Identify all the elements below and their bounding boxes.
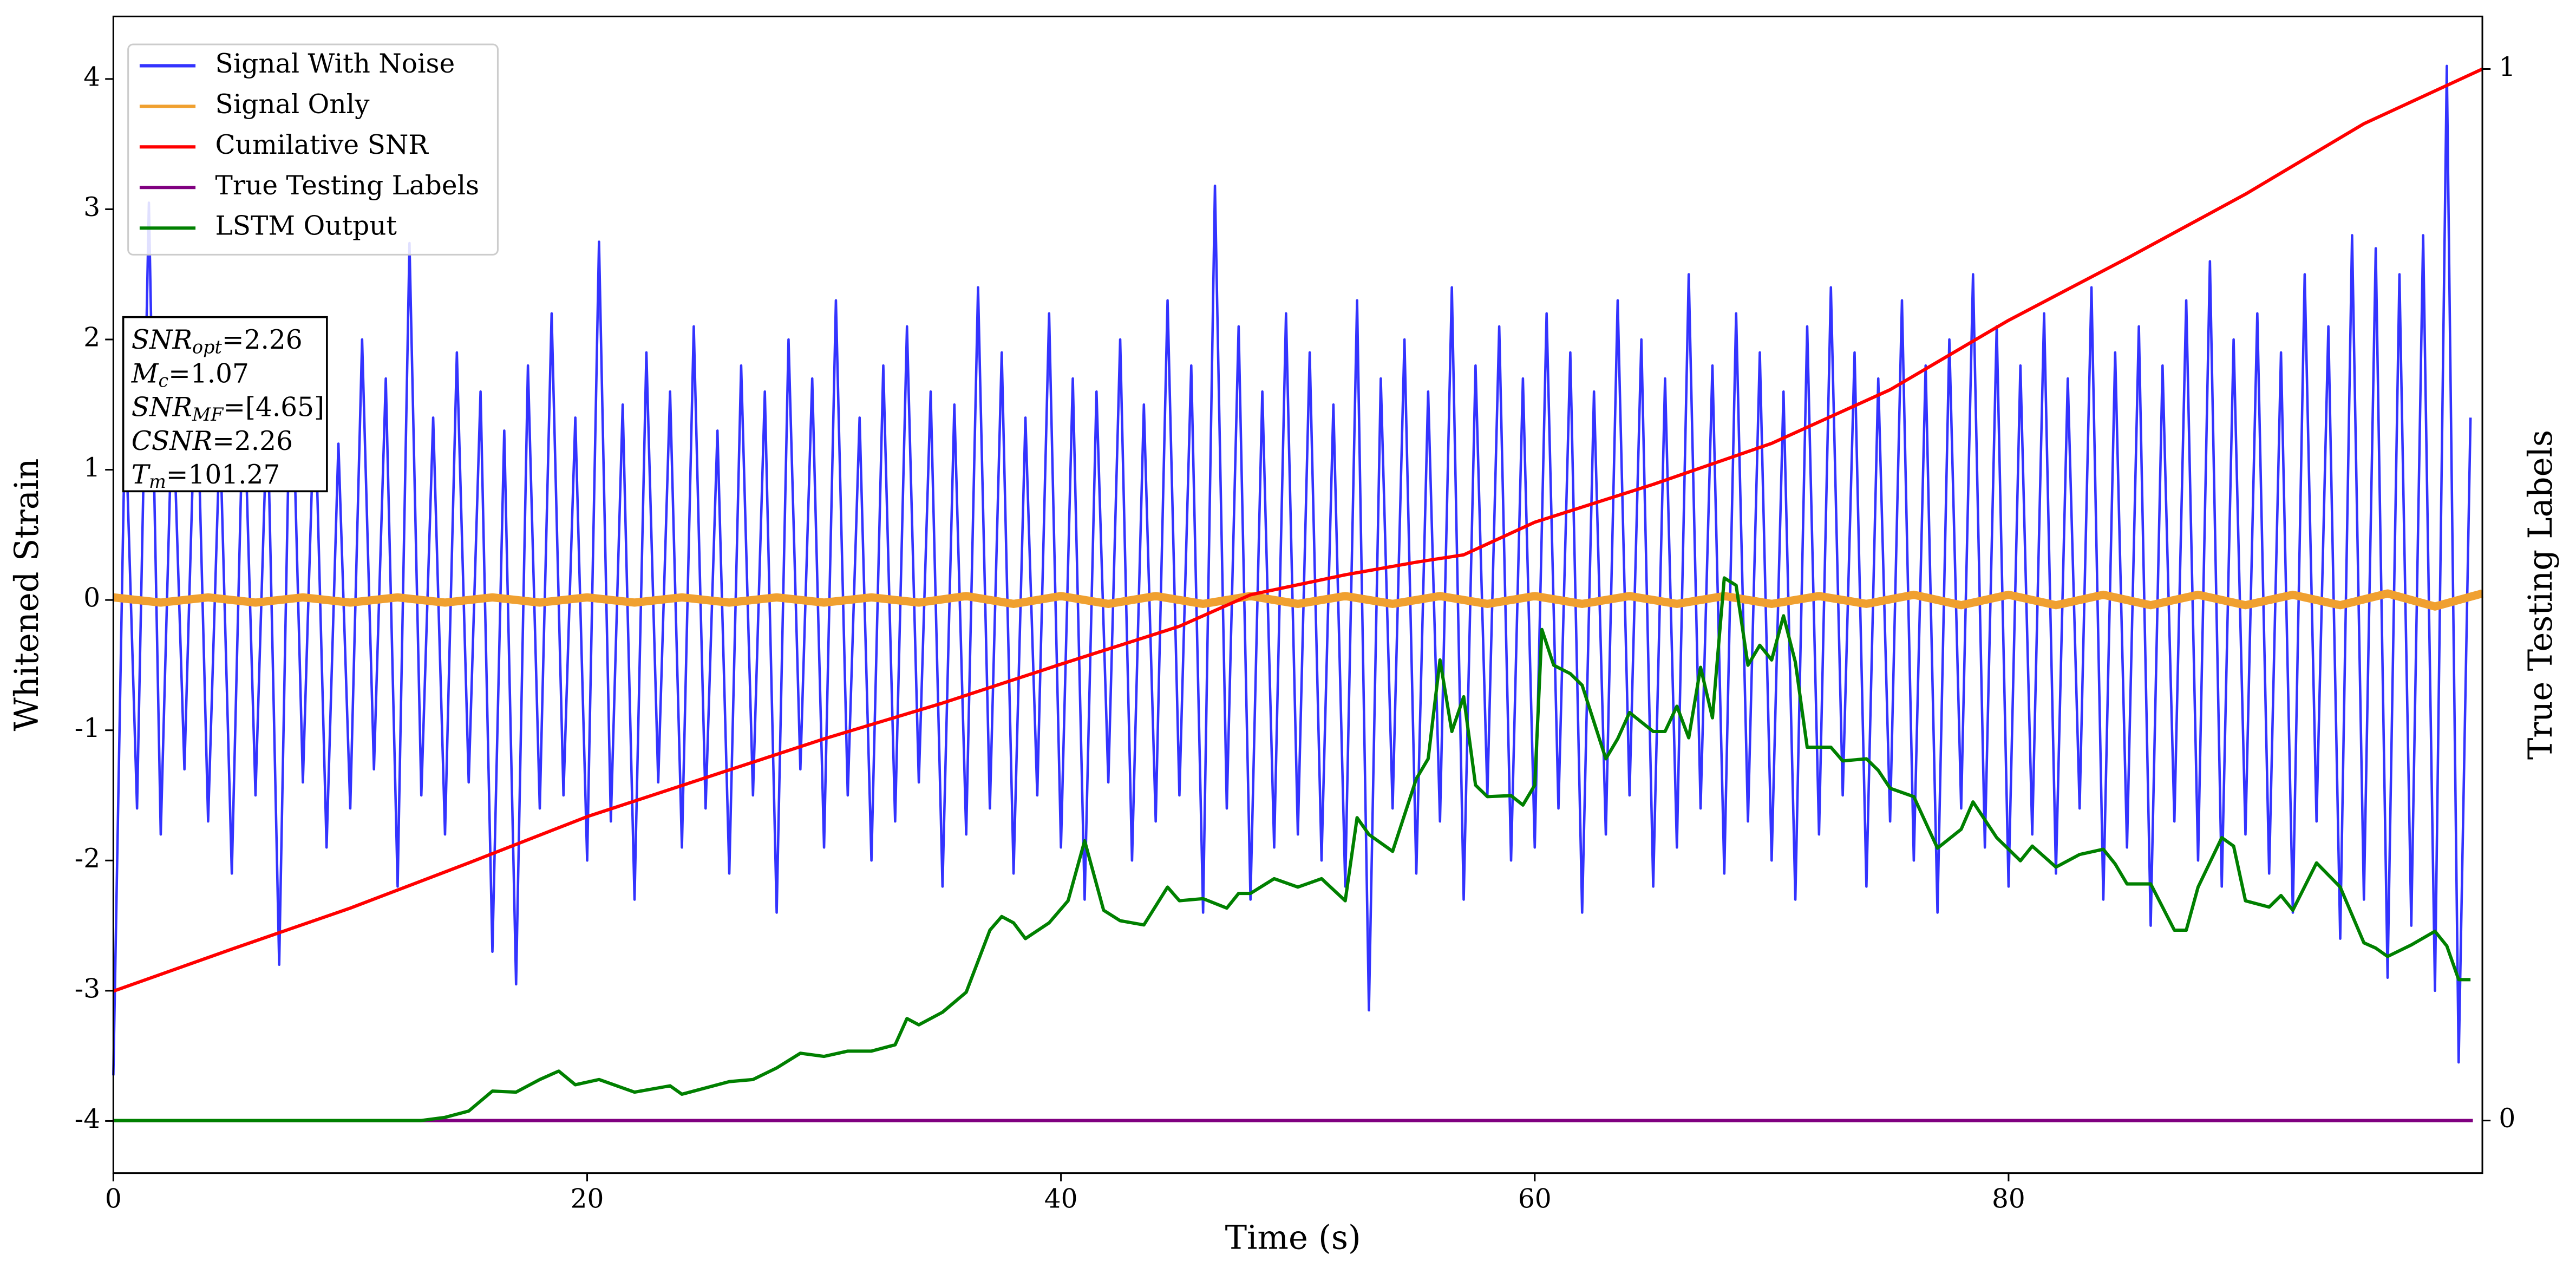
annotation-value: =2.26 [212, 426, 293, 456]
annotation-symbol: SNR [132, 325, 192, 355]
annotation-subscript: m [149, 471, 166, 492]
x-tick-label: 80 [1992, 1184, 2025, 1214]
y-tick-label: 4 [83, 62, 100, 92]
annotation-subscript: c [158, 370, 168, 391]
annotation-value: =101.27 [166, 460, 280, 490]
legend-box [127, 43, 499, 256]
annotation-box [122, 316, 328, 493]
annotation-line: Mc=1.07 [131, 358, 249, 391]
series-line [112, 64, 2472, 1076]
y-tick-label: 3 [83, 192, 100, 223]
annotation: SNRopt=2.26Mc=1.07SNRMF=[4.65]CSNR=2.26T… [122, 316, 328, 493]
annotation-subscript: opt [192, 336, 222, 357]
series-line [113, 67, 2483, 993]
series-line [113, 589, 2484, 611]
legend-label: Cumilative SNR [215, 130, 429, 160]
annotation-line: SNRopt=2.26 [132, 325, 303, 358]
y-tick-label: -1 [75, 713, 100, 743]
y2-tick-label: 1 [2499, 52, 2515, 82]
legend-label: Signal Only [215, 89, 370, 120]
x-axis-label: Time (s) [1225, 1219, 1361, 1257]
annotation-value: =1.07 [168, 358, 249, 389]
legend-label: True Testing Labels [215, 171, 480, 201]
y2-tick-label: 0 [2499, 1103, 2515, 1134]
legend: Signal With Noise Signal Only Cumilative S… [127, 43, 499, 256]
y-axis-label: Whitened Strain [8, 459, 46, 731]
annotation-line: CSNR=2.26 [132, 426, 293, 456]
axes-frame [112, 15, 2483, 1174]
x-tick-label: 60 [1518, 1184, 1552, 1214]
y2-axis-label: True Testing Labels [2522, 430, 2560, 760]
annotation-symbol: T [132, 460, 151, 490]
annotation-value: =[4.65] [223, 392, 324, 422]
annotation-symbol: SNR [132, 392, 192, 422]
y-tick-label: -2 [75, 844, 100, 874]
annotation-line: SNRMF=[4.65] [132, 392, 324, 425]
legend-label: LSTM Output [215, 211, 397, 241]
legend-label: Signal With Noise [215, 49, 455, 79]
y-tick-label: 1 [83, 453, 100, 483]
plot-area [112, 64, 2484, 1122]
annotation-symbol: M [131, 358, 159, 389]
series-line [113, 576, 2471, 1122]
y-tick-label: 0 [83, 583, 100, 613]
x-tick-label: 20 [571, 1184, 604, 1214]
annotation-symbol: CSNR [132, 426, 212, 456]
y-tick-label: -4 [75, 1104, 100, 1134]
y-tick-label: -3 [75, 974, 100, 1004]
annotation-line: Tm=101.27 [132, 460, 280, 493]
annotation-subscript: MF [192, 404, 224, 425]
y-tick-label: 2 [83, 323, 100, 353]
x-tick-label: 0 [105, 1184, 122, 1214]
x-tick-label: 40 [1044, 1184, 1078, 1214]
annotation-value: =2.26 [222, 325, 303, 355]
